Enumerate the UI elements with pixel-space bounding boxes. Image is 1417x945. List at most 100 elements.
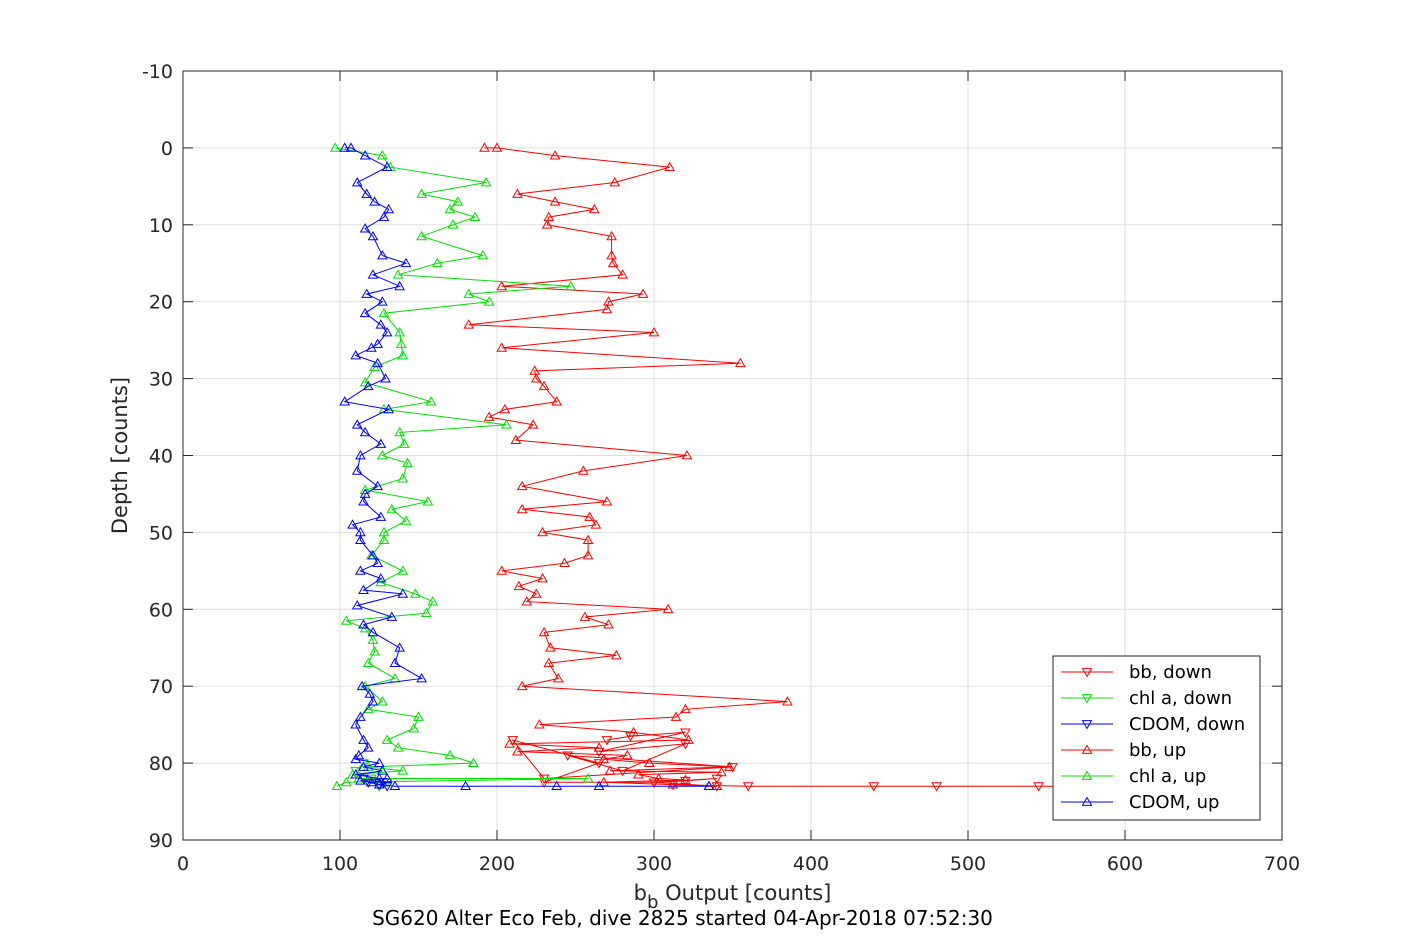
data-point-marker [512, 746, 523, 756]
data-point-marker [366, 776, 377, 787]
data-point-marker [367, 634, 379, 644]
data-point-marker [394, 280, 406, 291]
data-point-marker [392, 269, 404, 279]
data-point-marker [413, 711, 424, 721]
data-point-marker [350, 753, 362, 764]
data-point-marker [347, 519, 358, 529]
data-point-marker [355, 775, 366, 785]
data-point-marker [351, 419, 363, 429]
data-point-marker [386, 611, 398, 621]
data-point-marker [351, 465, 363, 475]
data-point-marker [400, 515, 412, 525]
data-point-marker [477, 250, 489, 260]
data-point-marker [367, 549, 379, 560]
series-bb-up [463, 142, 793, 791]
data-point-marker [377, 696, 388, 706]
data-point-marker [529, 365, 541, 375]
series-line [468, 147, 788, 787]
data-point-marker [742, 782, 754, 792]
y-tick-label: 0 [161, 138, 173, 160]
data-point-marker [367, 230, 379, 241]
data-point-marker [603, 619, 614, 629]
data-point-marker [483, 296, 495, 306]
legend-label: bb, down [1129, 662, 1212, 683]
data-point-marker [367, 696, 379, 706]
data-point-marker [422, 496, 434, 506]
data-point-marker [361, 288, 373, 298]
data-point-marker [512, 188, 523, 198]
data-point-marker [375, 319, 387, 329]
data-point-marker [648, 778, 660, 788]
data-point-marker [355, 711, 366, 721]
data-point-marker [351, 176, 363, 187]
x-tick-label: 300 [636, 853, 672, 875]
data-point-marker [358, 496, 369, 506]
data-point-marker [534, 719, 545, 729]
legend-swatch-marker [1081, 720, 1093, 730]
data-point-marker [369, 196, 380, 206]
data-point-marker [537, 526, 548, 537]
data-point-marker [460, 780, 471, 791]
data-point-marker [601, 303, 613, 314]
data-point-marker [359, 307, 371, 318]
data-point-marker [377, 250, 388, 260]
data-point-marker [359, 488, 371, 498]
data-point-marker [350, 769, 362, 779]
data-point-marker [577, 465, 589, 475]
data-point-marker [637, 288, 649, 298]
legend-label: chl a, up [1129, 766, 1206, 787]
legend-swatch-marker [1081, 796, 1093, 806]
data-point-marker [375, 511, 387, 521]
data-point-marker [358, 759, 369, 769]
data-point-marker [648, 326, 660, 337]
figure-caption: SG620 Alter Eco Feb, dive 2825 started 0… [372, 906, 993, 930]
data-point-marker [389, 657, 401, 668]
data-point-marker [375, 438, 387, 448]
data-point-marker [355, 449, 366, 460]
data-point-marker [358, 584, 369, 594]
y-tick-label: 60 [149, 599, 173, 621]
data-point-marker [537, 573, 548, 583]
data-point-marker [593, 759, 605, 769]
data-point-marker [541, 219, 553, 229]
data-point-marker [584, 511, 595, 521]
data-point-marker [355, 565, 366, 575]
data-point-marker [378, 534, 390, 544]
data-point-marker [394, 642, 406, 652]
data-point-marker [683, 734, 694, 744]
data-point-marker [377, 765, 388, 775]
data-point-marker [530, 373, 542, 383]
legend-item-bb-down: bb, down [1061, 662, 1212, 683]
data-point-marker [496, 280, 508, 291]
data-point-marker [362, 742, 374, 752]
data-point-marker [345, 142, 357, 152]
data-point-marker [680, 728, 691, 738]
data-point-marker [383, 203, 395, 214]
data-point-marker [483, 411, 495, 421]
data-point-marker [559, 557, 570, 568]
data-point-marker [358, 619, 369, 629]
data-point-marker [516, 680, 528, 691]
data-point-marker [603, 296, 614, 306]
legend-item-cdom-down: CDOM, down [1061, 714, 1245, 735]
data-point-marker [377, 449, 388, 460]
data-point-marker [373, 779, 385, 789]
data-point-marker [496, 565, 508, 575]
data-point-marker [377, 296, 388, 306]
data-point-marker [399, 438, 410, 448]
data-point-marker [582, 549, 594, 560]
data-point-marker [329, 142, 341, 152]
data-point-marker [538, 380, 550, 391]
data-point-marker [593, 742, 605, 752]
data-point-marker [358, 761, 369, 771]
data-point-marker [353, 749, 365, 760]
data-point-marker [931, 782, 942, 792]
data-point-marker [582, 772, 594, 783]
legend-box [1052, 655, 1261, 821]
data-point-marker [734, 357, 746, 368]
data-point-marker [680, 776, 691, 787]
data-point-marker [381, 326, 393, 337]
data-point-marker [397, 565, 409, 575]
data-point-marker [331, 780, 343, 791]
data-point-marker [425, 396, 437, 406]
